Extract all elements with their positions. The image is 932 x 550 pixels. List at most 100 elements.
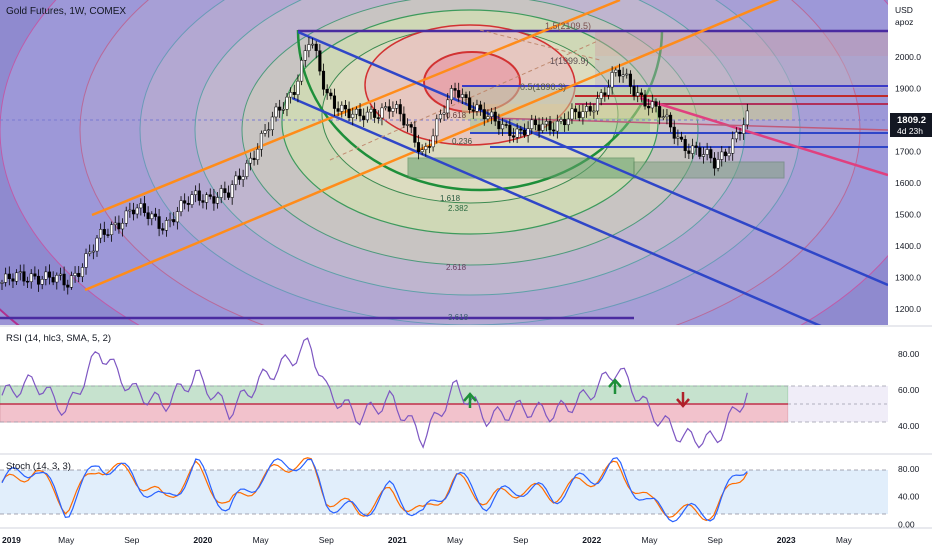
candle-body xyxy=(555,120,559,132)
candle-body xyxy=(212,196,216,204)
candle-body xyxy=(413,126,417,143)
main-price-pane[interactable]: 1.5(2109.5) 1(1999.9) 0.5(1890.3) 0.618 … xyxy=(0,0,932,460)
candle-body xyxy=(424,146,428,150)
candle-body xyxy=(577,111,581,118)
candle-body xyxy=(347,108,351,118)
stoch-pane[interactable]: Stoch (14, 3, 3) xyxy=(0,455,888,528)
candle-body xyxy=(588,106,592,112)
candle-body xyxy=(336,108,340,112)
candle-body xyxy=(680,136,684,140)
candle-body xyxy=(471,109,475,112)
candle-body xyxy=(99,229,103,239)
candle-body xyxy=(124,210,128,224)
candle-body xyxy=(690,145,695,154)
candle-body xyxy=(179,200,183,212)
candle-body xyxy=(705,149,709,155)
candle-body xyxy=(175,211,179,223)
candle-body xyxy=(142,203,147,213)
candle-body xyxy=(205,194,209,203)
stoch-tick-label: 0.00 xyxy=(898,520,915,530)
candle-body xyxy=(442,112,446,115)
candle-body xyxy=(300,60,304,82)
candle-body xyxy=(625,73,629,76)
candle-body xyxy=(234,175,238,185)
price-axis[interactable]: USD apoz 1200.0 1300.0 1400.0 1500.0 1600.0 1… xyxy=(888,0,932,325)
candle-body xyxy=(252,157,256,160)
price-candles xyxy=(0,36,749,295)
candle-body xyxy=(570,108,574,120)
candle-body xyxy=(4,273,8,283)
candle-body xyxy=(541,123,545,131)
candle-body xyxy=(486,116,490,120)
candle-body xyxy=(687,150,691,154)
time-tick-label: May xyxy=(58,535,75,545)
last-price-value: 1809.2 xyxy=(897,115,926,126)
trend-lines xyxy=(84,0,888,325)
candle-body xyxy=(329,92,333,97)
candle-body xyxy=(482,109,486,120)
down-arrow-icon xyxy=(676,392,690,408)
candle-body xyxy=(241,176,245,180)
candle-body xyxy=(369,108,373,113)
candle-body xyxy=(51,277,55,283)
time-tick-label: 2019 xyxy=(2,535,21,545)
candle-body xyxy=(643,94,647,107)
candle-body xyxy=(58,273,63,276)
stoch-tick-label: 40.00 xyxy=(898,492,920,502)
rsi-axis[interactable]: 80.00 60.00 40.00 xyxy=(888,327,932,453)
stoch-band xyxy=(0,470,888,514)
candle-body xyxy=(479,104,483,110)
stoch-axis[interactable]: 80.00 40.00 0.00 xyxy=(888,455,932,530)
candle-body xyxy=(701,154,706,157)
candle-body xyxy=(585,106,589,112)
candle-body xyxy=(117,222,121,230)
candle-body xyxy=(131,209,136,215)
candle-body xyxy=(395,104,399,109)
time-axis[interactable]: 2019 May Sep 2020 May Sep 2021 May Sep 2022 May Sep… xyxy=(0,527,932,550)
candle-body xyxy=(522,129,527,136)
candle-body xyxy=(80,267,84,277)
candle-body xyxy=(490,111,494,117)
candle-body xyxy=(464,94,468,98)
candle-body xyxy=(614,69,618,73)
candle-body xyxy=(289,92,293,98)
fib-label: 0.618 xyxy=(446,111,467,120)
rsi-pane[interactable]: RSI (14, hlc3, SMA, 5, 2) xyxy=(0,327,888,453)
candle-body xyxy=(270,116,274,130)
fib-label: 0.236 xyxy=(452,137,473,146)
candle-body xyxy=(409,124,413,128)
time-tick-label: 2020 xyxy=(193,535,212,545)
candle-body xyxy=(650,101,654,109)
candle-body xyxy=(106,234,110,236)
candle-body xyxy=(519,128,523,131)
candle-body xyxy=(387,106,391,112)
candle-body xyxy=(153,213,157,217)
candle-body xyxy=(161,228,165,231)
candle-body xyxy=(267,129,271,131)
candle-body xyxy=(720,151,724,160)
rsi-line xyxy=(1,337,748,449)
stoch-tick-label: 80.00 xyxy=(898,464,920,474)
candle-body xyxy=(548,121,552,131)
candle-body xyxy=(186,202,190,205)
candle-body xyxy=(332,95,337,109)
candle-body xyxy=(310,43,315,46)
candle-body xyxy=(69,275,73,288)
candle-body xyxy=(639,92,643,96)
candle-body xyxy=(552,129,556,132)
candle-body xyxy=(446,99,450,114)
candle-body xyxy=(183,200,187,204)
last-price-badge: 1809.2 4d 23h xyxy=(890,113,932,137)
candle-body xyxy=(683,139,687,152)
time-tick-label: May xyxy=(447,535,464,545)
candle-body xyxy=(610,72,614,88)
candle-body xyxy=(321,70,326,90)
candle-body xyxy=(669,114,673,128)
candle-body xyxy=(405,124,410,126)
candle-body xyxy=(194,190,198,195)
candle-body xyxy=(226,192,231,198)
candle-body xyxy=(358,108,362,117)
time-tick-label: May xyxy=(836,535,853,545)
candle-body xyxy=(475,104,479,112)
